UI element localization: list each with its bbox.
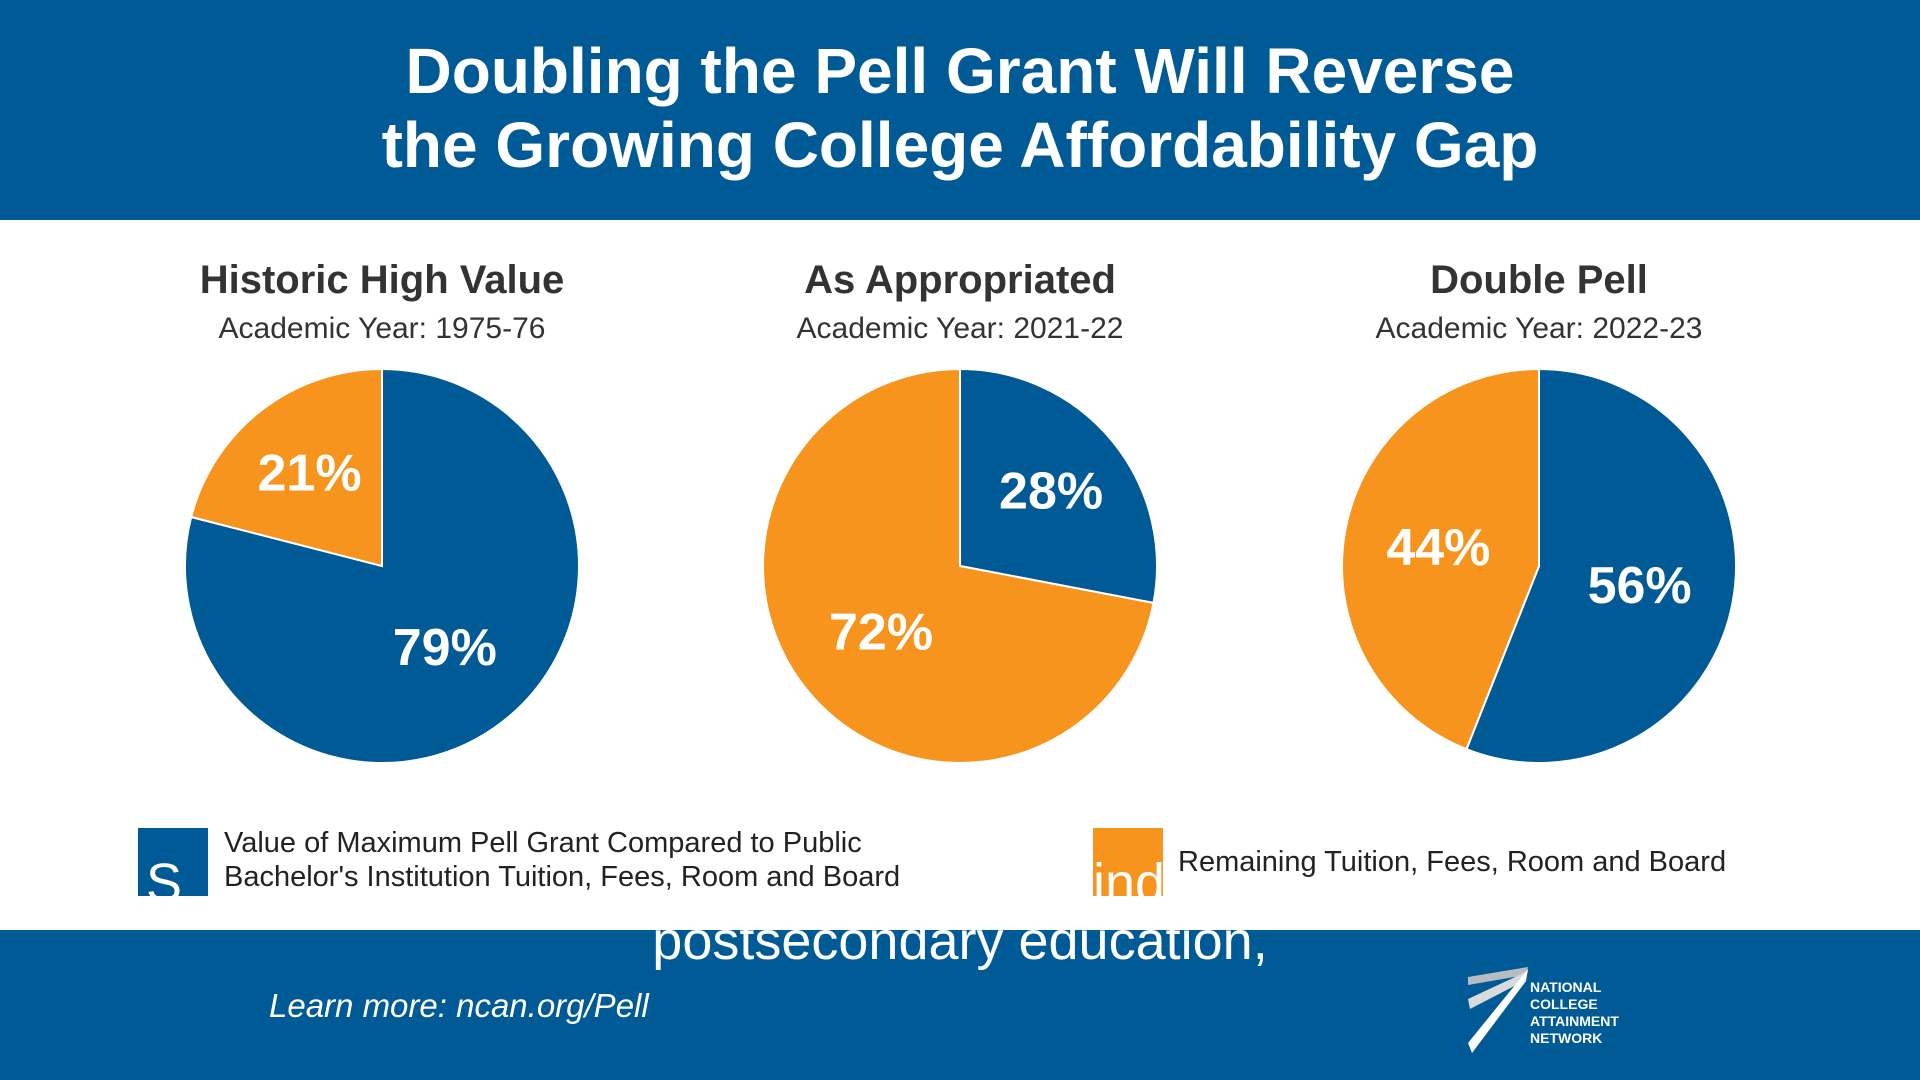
pie-3-slice-2 — [1341, 367, 1540, 751]
legend-blue-line-2: Bachelor's Institution Tuition, Fees, Ro… — [224, 861, 901, 893]
pie-2-label-1: 28% — [999, 463, 1103, 521]
pie-3-label-2: 44% — [1386, 519, 1490, 577]
pie-charts: 79% 21% 28% 72% 56% 44% — [184, 367, 1737, 764]
pie-1-slice-2 — [189, 367, 383, 568]
pie-3-label-1: 56% — [1588, 557, 1692, 615]
ncan-logo: NATIONAL COLLEGE ATTAINMENT NETWORK — [1466, 965, 1666, 1055]
chart-1-subtitle: Academic Year: 1975-76 — [218, 312, 546, 345]
chart-3-title: Double Pell — [1430, 258, 1648, 302]
header-band: Doubling the Pell Grant Will Reverse the… — [0, 0, 1920, 220]
pie-1-label-1: 79% — [393, 619, 497, 677]
title-line-1: Doubling the Pell Grant Will Reverse — [405, 35, 1515, 107]
pie-2-slice-2 — [762, 367, 1155, 764]
legend-label-blue: Value of Maximum Pell Grant Compared to … — [224, 826, 900, 894]
legend-label-orange: Remaining Tuition, Fees, Room and Board — [1178, 846, 1727, 878]
pie-2-label-2: 72% — [829, 603, 933, 661]
footer-band — [0, 930, 1920, 1080]
chart-2-title: As Appropriated — [804, 258, 1116, 302]
caption-fragment-left: S — [146, 853, 183, 896]
main-title: Doubling the Pell Grant Will Reverse the… — [0, 34, 1920, 182]
chart-1-title: Historic High Value — [199, 258, 565, 302]
legend-swatch-blue: S — [138, 828, 208, 896]
pie-2-slice-1 — [959, 367, 1158, 605]
caption-text: postsecondary education, — [652, 911, 1268, 971]
legend-swatch-orange: ind — [1093, 828, 1163, 896]
pie-3-slice-1 — [1465, 367, 1737, 764]
caption-fragment-right: ind — [1093, 853, 1163, 896]
chart-2-subtitle: Academic Year: 2021-22 — [796, 312, 1124, 345]
learn-more-link[interactable]: Learn more: ncan.org/Pell — [269, 987, 649, 1024]
logo-mark-icon — [1468, 967, 1528, 1053]
title-line-2: the Growing College Affordability Gap — [381, 109, 1539, 181]
pie-1-label-2: 21% — [258, 445, 362, 503]
chart-3-subtitle: Academic Year: 2022-23 — [1375, 312, 1703, 345]
logo-text: NATIONAL COLLEGE ATTAINMENT NETWORK — [1530, 979, 1619, 1046]
legend-blue-line-1: Value of Maximum Pell Grant Compared to … — [224, 827, 862, 859]
